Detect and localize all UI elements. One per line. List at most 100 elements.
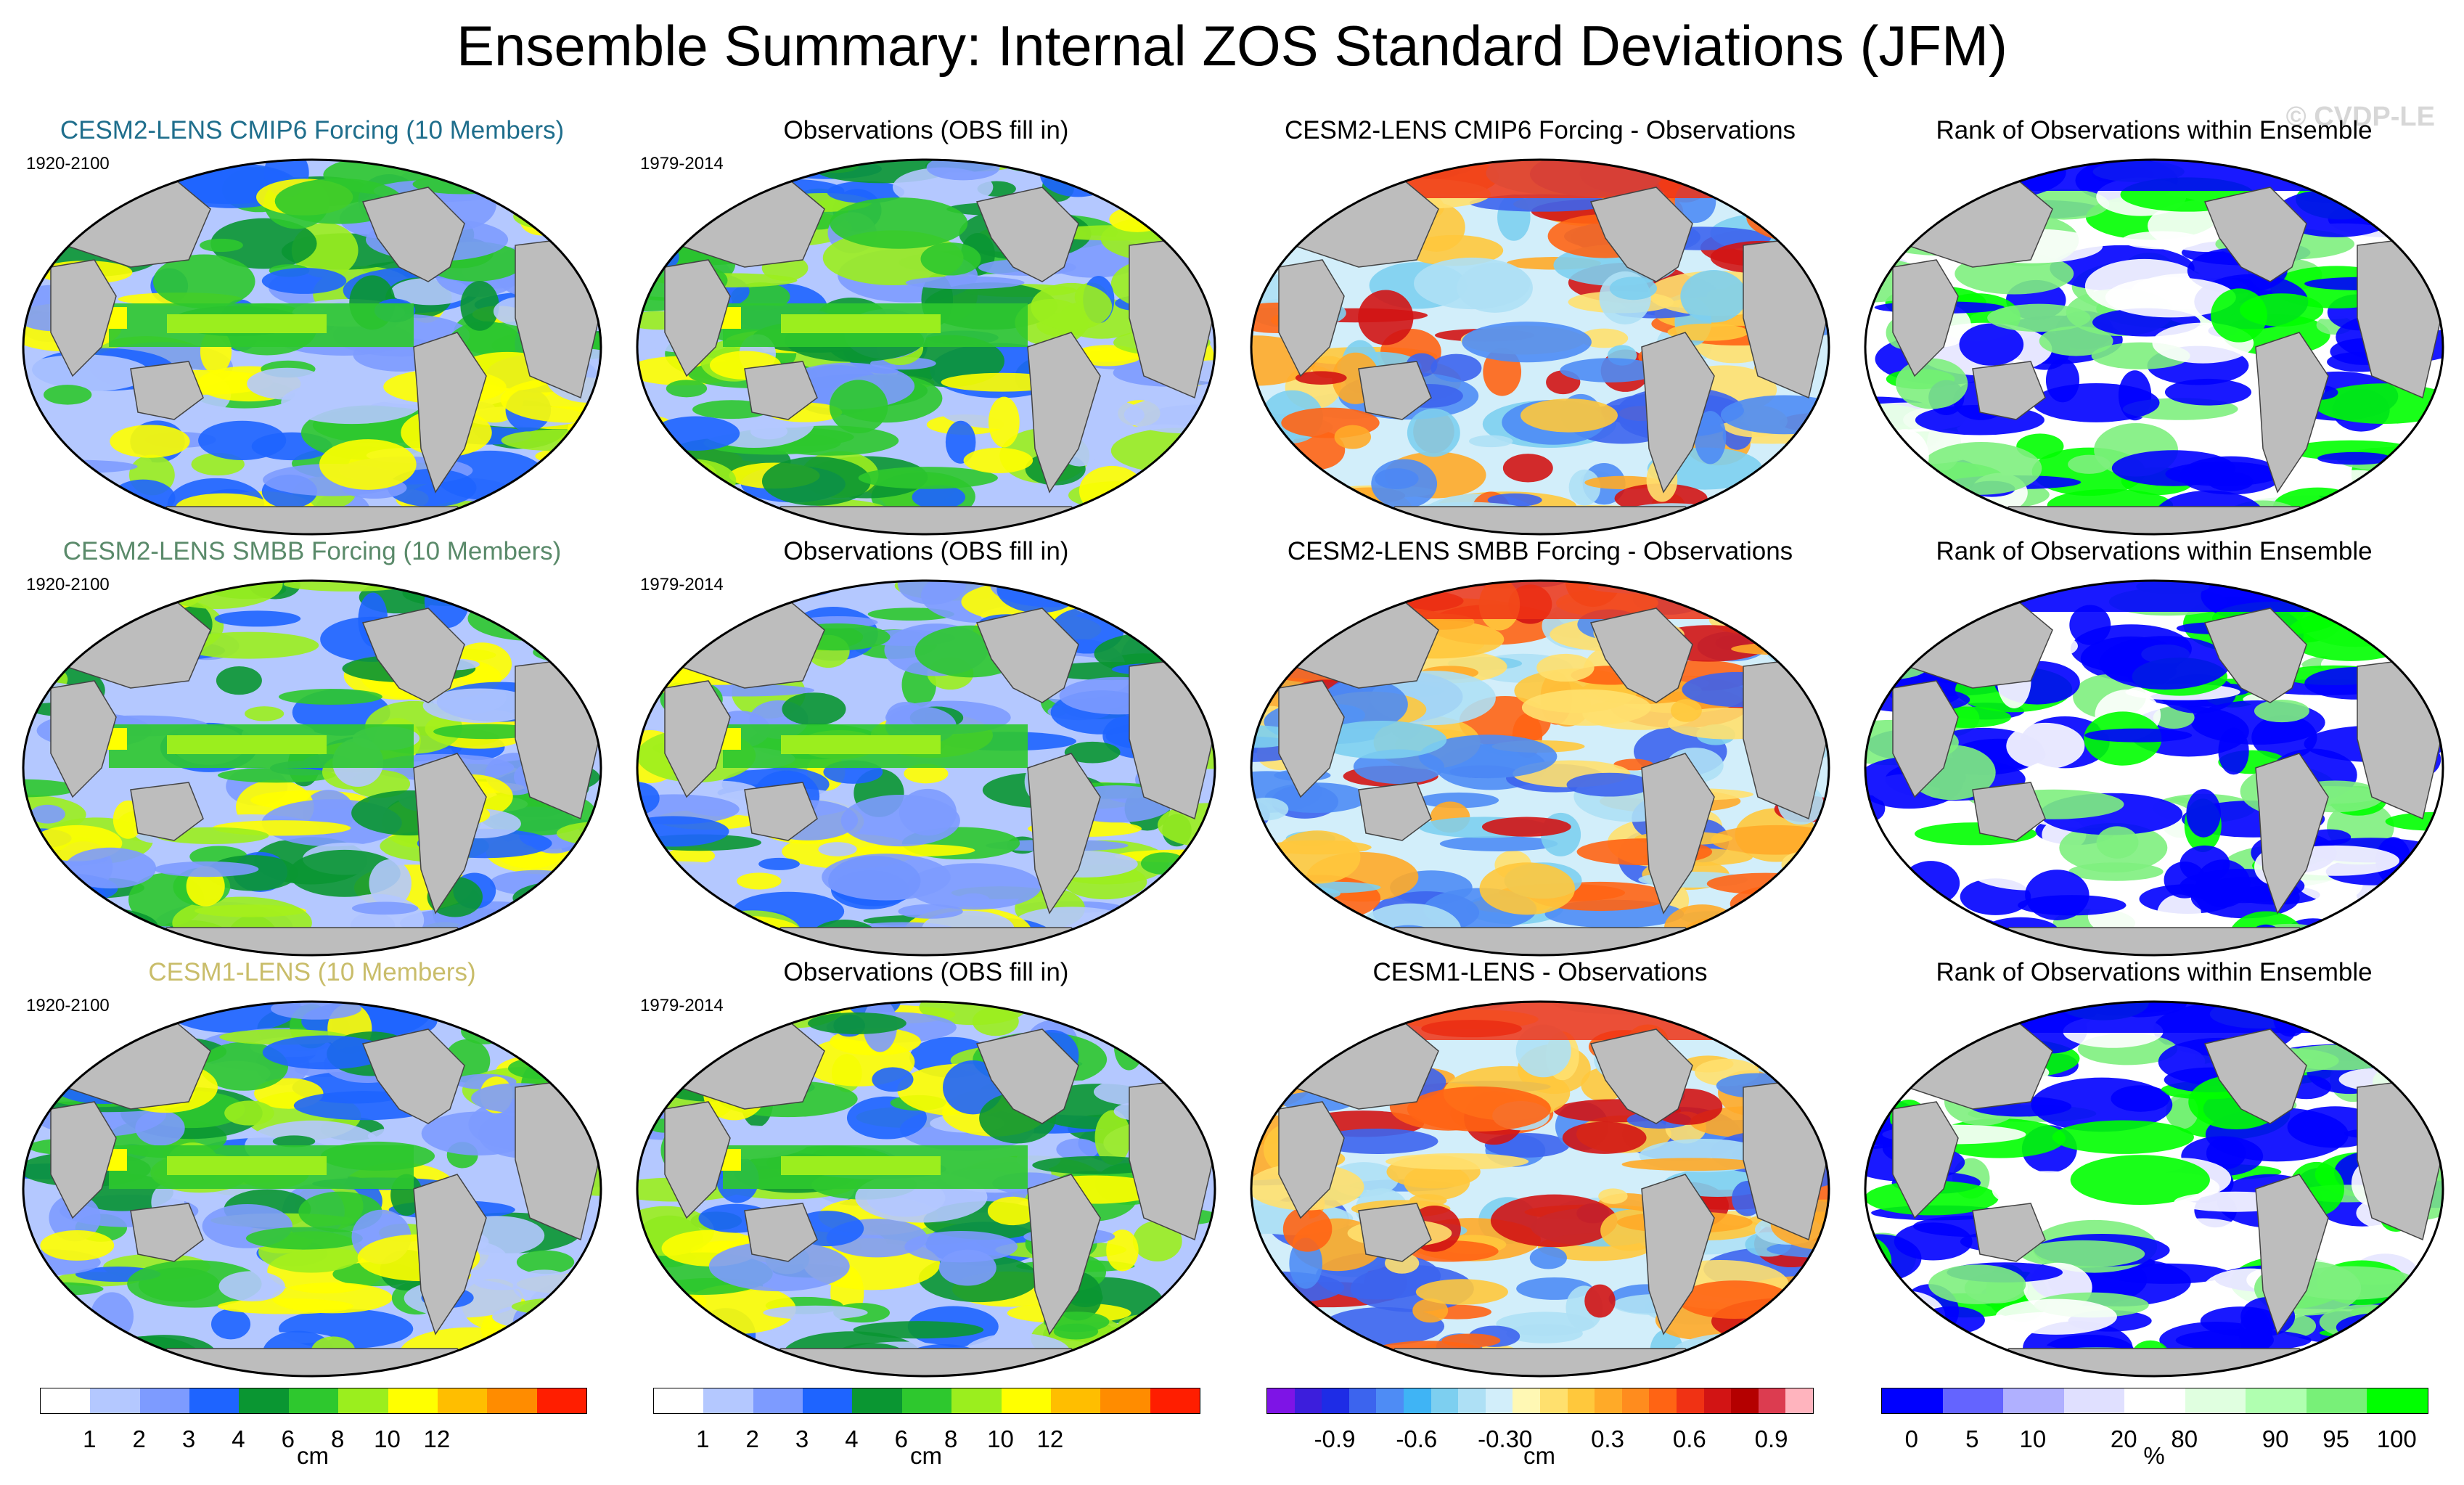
- map-panel-diff-row2: CESM2-LENS SMBB Forcing - Observations: [1243, 537, 1838, 965]
- colorbar-tick-label: 0.9: [1754, 1425, 1788, 1452]
- colorbar-tick-label: 2: [132, 1425, 146, 1452]
- map-panel-model-row2: CESM2-LENS SMBB Forcing (10 Members) 1920…: [15, 537, 610, 965]
- colorbar-tick-label: 20: [2110, 1425, 2137, 1452]
- colorbar-tick-label: 3: [181, 1425, 196, 1452]
- colorbar-swatch: [1485, 1388, 1513, 1413]
- world-map: [636, 579, 1216, 957]
- world-map: [22, 579, 602, 957]
- colorbar-std: 1 2 3 4 6 8 10 12 cm: [40, 1388, 613, 1469]
- panel-title: CESM1-LENS - Observations: [1372, 958, 1708, 986]
- map-panel-diff-row1: CESM2-LENS CMIP6 Forcing - Observations: [1243, 116, 1838, 544]
- colorbar-tick-label: 12: [1036, 1425, 1064, 1452]
- colorbar-diff: -0.9 -0.6 -0.3 0 0.3 0.6 0.9 cm: [1266, 1388, 1840, 1469]
- colorbar-swatch: [2124, 1388, 2185, 1413]
- colorbar-tick-label: 80: [2171, 1425, 2198, 1452]
- colorbar-swatch: [1150, 1388, 1200, 1413]
- colorbar-swatch: [901, 1388, 952, 1413]
- colorbar-tick-label: 0.3: [1591, 1425, 1624, 1452]
- colorbar-swatch: [2367, 1388, 2428, 1413]
- colorbar-swatch: [90, 1388, 140, 1413]
- colorbar-swatch: [1100, 1388, 1150, 1413]
- colorbar-swatch: [338, 1388, 388, 1413]
- colorbar-tick-label: 12: [423, 1425, 451, 1452]
- colorbar-unit-label: cm: [297, 1442, 329, 1469]
- colorbar-unit-label: cm: [910, 1442, 942, 1469]
- colorbar-swatch: [1621, 1388, 1650, 1413]
- colorbar-swatch: [1785, 1388, 1813, 1413]
- period-label: 1920-2100: [26, 996, 110, 1015]
- colorbar-swatch: [239, 1388, 289, 1413]
- colorbar-swatch: [536, 1388, 586, 1413]
- colorbar-swatch: [2306, 1388, 2367, 1413]
- colorbar-tick-label: 8: [944, 1425, 958, 1452]
- colorbar-swatch: [1676, 1388, 1704, 1413]
- colorbar-tick-label: 2: [745, 1425, 759, 1452]
- world-map: [636, 1000, 1216, 1378]
- colorbar-tick-label: 1: [83, 1425, 97, 1452]
- colorbar-swatch: [1539, 1388, 1568, 1413]
- colorbar-swatch: [1758, 1388, 1786, 1413]
- map-panel-model-row1: CESM2-LENS CMIP6 Forcing (10 Members) 192…: [15, 116, 610, 544]
- colorbar-swatch: [2185, 1388, 2246, 1413]
- colorbar-tick-label: 3: [795, 1425, 809, 1452]
- period-label: 1920-2100: [26, 575, 110, 594]
- colorbar-tick-label: 4: [845, 1425, 859, 1452]
- period-label: 1979-2014: [640, 575, 724, 594]
- colorbar-swatch: [1348, 1388, 1377, 1413]
- colorbar-swatch: [1376, 1388, 1404, 1413]
- colorbar-swatch: [1703, 1388, 1732, 1413]
- colorbar-swatch: [1322, 1388, 1349, 1413]
- colorbar-swatch: [1882, 1388, 1943, 1413]
- colorbar-tick-label: 0: [1904, 1425, 1918, 1452]
- panel-title: CESM1-LENS (10 Members): [148, 958, 476, 986]
- world-map: [1864, 579, 2444, 957]
- world-map: [636, 158, 1216, 536]
- colorbar-swatch: [1458, 1388, 1486, 1413]
- colorbar-tick-label: 0: [1519, 1425, 1533, 1452]
- panel-title: Rank of Observations within Ensemble: [1936, 958, 2373, 986]
- colorbar-swatch: [437, 1388, 488, 1413]
- map-panel-obs-row2: Observations (OBS fill in) 1979-2014: [629, 537, 1224, 965]
- panel-title: Rank of Observations within Ensemble: [1936, 537, 2373, 565]
- colorbar-swatch: [951, 1388, 1002, 1413]
- colorbar-unit-label: cm: [1523, 1442, 1555, 1469]
- world-map: [1864, 1000, 2444, 1378]
- colorbar-swatch: [1267, 1388, 1295, 1413]
- colorbar-tick-label: -0.6: [1396, 1425, 1438, 1452]
- colorbar-swatch: [1567, 1388, 1595, 1413]
- colorbar-swatch: [753, 1388, 803, 1413]
- panel-title: Observations (OBS fill in): [783, 958, 1069, 986]
- colorbar-swatch: [803, 1388, 853, 1413]
- colorbar-tick-label: 6: [894, 1425, 908, 1452]
- map-panel-model-row3: CESM1-LENS (10 Members) 1920-2100: [15, 958, 610, 1386]
- colorbar-swatch: [2063, 1388, 2125, 1413]
- colorbar-tick-label: 8: [330, 1425, 345, 1452]
- panel-title: CESM2-LENS SMBB Forcing (10 Members): [62, 537, 562, 565]
- colorbar-swatch: [487, 1388, 537, 1413]
- colorbar-swatch: [288, 1388, 339, 1413]
- colorbar-tick-label: 6: [281, 1425, 295, 1452]
- colorbar-tick-label: 10: [374, 1425, 401, 1452]
- colorbar-swatch: [1430, 1388, 1459, 1413]
- colorbar-swatch: [2246, 1388, 2307, 1413]
- colorbar-tick-label: 4: [232, 1425, 245, 1452]
- panel-title: CESM2-LENS SMBB Forcing - Observations: [1287, 537, 1793, 565]
- world-map: [1250, 158, 1830, 536]
- panel-title: Rank of Observations within Ensemble: [1936, 116, 2373, 144]
- world-map: [1250, 1000, 1830, 1378]
- colorbar-tick-label: 5: [1965, 1425, 1979, 1452]
- colorbar-swatch: [139, 1388, 190, 1413]
- world-map: [1864, 158, 2444, 536]
- colorbar-tick-label: 10: [2019, 1425, 2047, 1452]
- colorbar-swatch: [852, 1388, 902, 1413]
- world-map: [1250, 579, 1830, 957]
- colorbar-swatch: [654, 1388, 704, 1413]
- period-label: 1920-2100: [26, 154, 110, 173]
- colorbar-rank: 0 5 10 20 80 90 95 100%: [1881, 1388, 2455, 1469]
- panel-title: Observations (OBS fill in): [783, 537, 1069, 565]
- colorbar-swatch: [1050, 1388, 1101, 1413]
- watermark-logo: © CVDP-LE: [2285, 102, 2435, 132]
- colorbar-tick-label: 10: [987, 1425, 1014, 1452]
- colorbar-swatch: [189, 1388, 240, 1413]
- colorbar-std: 1 2 3 4 6 8 10 12 cm: [653, 1388, 1227, 1469]
